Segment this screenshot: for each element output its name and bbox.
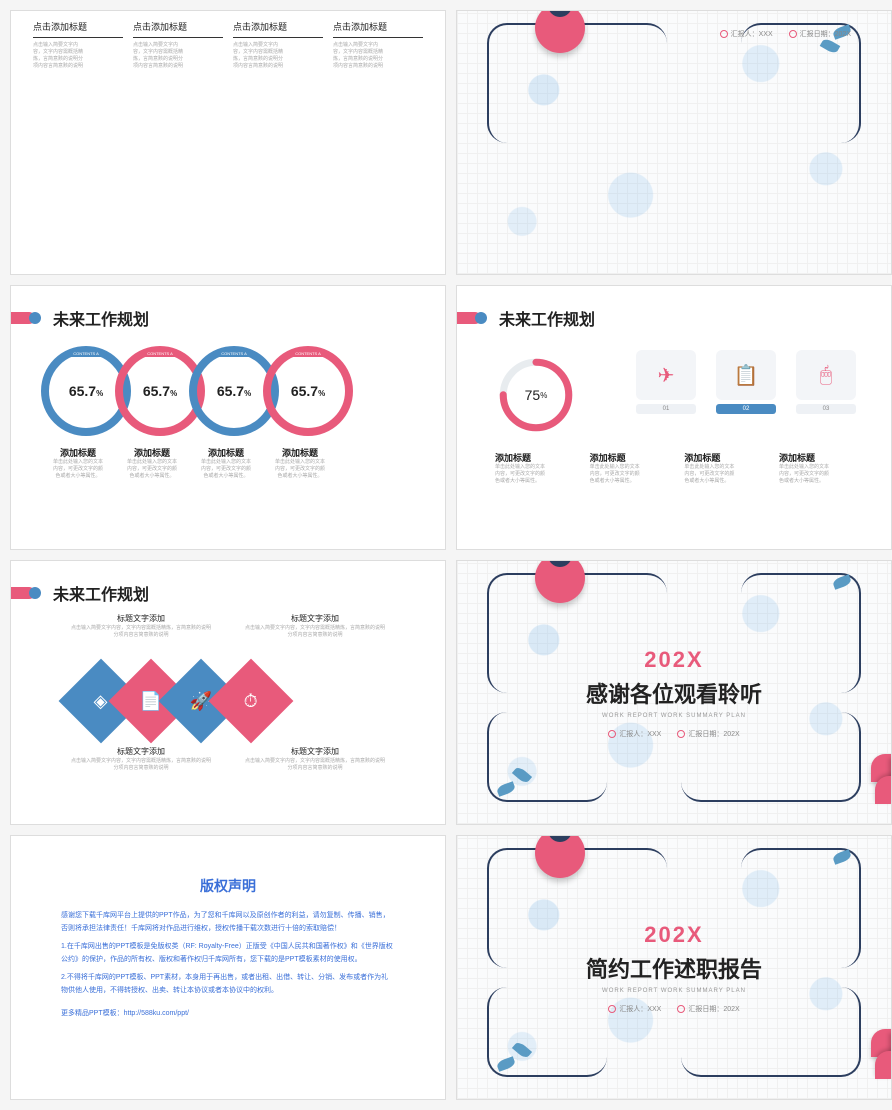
ring-label: 添加标题单击此处输入您的文本内容，可更改文字的颜色或者大小等属性。 [263, 446, 337, 480]
clipboard-icon: 📋 [716, 350, 776, 400]
slide-copyright: 版权声明 感谢您下载千库网平台上提供的PPT作品，为了您和千库网以及原创作者的利… [10, 835, 446, 1100]
ring-label: 添加标题单击此处输入您的文本内容，可更改文字的颜色或者大小等属性。 [115, 446, 189, 480]
plane-icon: ✈ [636, 350, 696, 400]
main-title: 简约工作述职报告 [457, 952, 891, 984]
year-text: 202X [457, 647, 891, 673]
subtitle: WORK REPORT WORK SUMMARY PLAN [457, 988, 891, 994]
subtitle: WORK REPORT WORK SUMMARY PLAN [457, 713, 891, 719]
col-desc: 点击输入简要文字内容，文字内容需概括精炼，言简意赅的说明分项内容言简意赅的说明 [333, 42, 423, 70]
section-title: 未来工作规划 [499, 306, 595, 330]
ring: CONTENTS A65.7% [263, 346, 353, 436]
user-icon [608, 730, 616, 738]
slide-thanks: 202X 感谢各位观看聆听 WORK REPORT WORK SUMMARY P… [456, 560, 892, 825]
col-title: 点击添加标题 [133, 22, 187, 32]
copyright-para: 1.在千库网出售的PPT模板是免版权类（RF: Royalty-Free）正版受… [61, 941, 395, 966]
col-title: 点击添加标题 [333, 22, 387, 32]
calendar-icon [789, 30, 797, 38]
slide-rings: 未来工作规划 CONTENTS A65.7% CONTENTS A65.7% C… [10, 285, 446, 550]
year-text: 202X [457, 922, 891, 948]
icon-card: ✈01 [631, 350, 701, 414]
card-label: 添加标题单击此处输入您的文本内容，可更改文字的颜色或者大小等属性。 [779, 451, 861, 485]
col-title: 点击添加标题 [233, 22, 287, 32]
gauge-chart: 75% [497, 356, 575, 434]
header-col: 点击添加标题 点击输入简要文字内容，文字内容需概括精炼，言简意赅的说明分项内容言… [33, 17, 123, 70]
user-icon [720, 30, 728, 38]
slide-headers: 点击添加标题 点击输入简要文字内容，文字内容需概括精炼，言简意赅的说明分项内容言… [10, 10, 446, 275]
meta-row: 汇报人：XXX 汇报日期：202X [457, 1004, 891, 1014]
slide-deco-top: 汇报人：XXX 汇报日期：202X [456, 10, 892, 275]
diamond-row: ◈ 📄 🚀 ⏱ [71, 671, 281, 731]
ring-label: 添加标题单击此处输入您的文本内容，可更改文字的颜色或者大小等属性。 [189, 446, 263, 480]
meta-row: 汇报人：XXX 汇报日期：202X [720, 29, 851, 39]
clock-icon: ⏱ [244, 690, 258, 711]
top-label: 标题文字添加点击输入简要文字内容，文字内容需概括精炼，言简意赅的说明分项内容言简… [71, 613, 211, 639]
section-title: 未来工作规划 [53, 306, 149, 330]
col-title: 点击添加标题 [33, 22, 87, 32]
card-label: 添加标题单击此处输入您的文本内容，可更改文字的颜色或者大小等属性。 [590, 451, 672, 485]
copyright-para: 感谢您下载千库网平台上提供的PPT作品，为了您和千库网以及原创作者的利益，请勿复… [61, 910, 395, 935]
calendar-icon [677, 1005, 685, 1013]
col-desc: 点击输入简要文字内容，文字内容需概括精炼，言简意赅的说明分项内容言简意赅的说明 [233, 42, 323, 70]
thanks-title: 感谢各位观看聆听 [457, 677, 891, 709]
icon-card: 📋02 [711, 350, 781, 414]
slide-gauge: 未来工作规划 75% ✈01 📋02 🖱03 添加标题单击此处输入您的文本内容，… [456, 285, 892, 550]
slide-title: 202X 简约工作述职报告 WORK REPORT WORK SUMMARY P… [456, 835, 892, 1100]
top-label: 标题文字添加点击输入简要文字内容，文字内容需概括精炼，言简意赅的说明分项内容言简… [245, 613, 385, 639]
ring-label: 添加标题单击此处输入您的文本内容，可更改文字的颜色或者大小等属性。 [41, 446, 115, 480]
copyright-title: 版权声明 [61, 876, 395, 896]
section-title: 未来工作规划 [53, 581, 149, 605]
col-desc: 点击输入简要文字内容，文字内容需概括精炼，言简意赅的说明分项内容言简意赅的说明 [33, 42, 123, 70]
header-col: 点击添加标题 点击输入简要文字内容，文字内容需概括精炼，言简意赅的说明分项内容言… [133, 17, 223, 70]
diamond-icon: ◈ [94, 691, 108, 712]
slide-grid: 点击添加标题 点击输入简要文字内容，文字内容需概括精炼，言简意赅的说明分项内容言… [10, 10, 882, 1100]
card-label: 添加标题单击此处输入您的文本内容，可更改文字的颜色或者大小等属性。 [495, 451, 577, 485]
card-label: 添加标题单击此处输入您的文本内容，可更改文字的颜色或者大小等属性。 [684, 451, 766, 485]
more-link[interactable]: 更多精品PPT模板：http://588ku.com/ppt/ [61, 1008, 395, 1021]
bottom-label: 标题文字添加点击输入简要文字内容，文字内容需概括精炼，言简意赅的说明分项内容言简… [245, 746, 385, 772]
bottom-label: 标题文字添加点击输入简要文字内容，文字内容需概括精炼，言简意赅的说明分项内容言简… [71, 746, 211, 772]
rings-row: CONTENTS A65.7% CONTENTS A65.7% CONTENTS… [41, 346, 353, 436]
copyright-para: 2.不得将千库网的PPT模板、PPT素材，本身用于再出售，或者出租、出借、转让、… [61, 972, 395, 997]
header-col: 点击添加标题 点击输入简要文字内容，文字内容需概括精炼，言简意赅的说明分项内容言… [333, 17, 423, 70]
col-desc: 点击输入简要文字内容，文字内容需概括精炼，言简意赅的说明分项内容言简意赅的说明 [133, 42, 223, 70]
slide-diamonds: 未来工作规划 标题文字添加点击输入简要文字内容，文字内容需概括精炼，言简意赅的说… [10, 560, 446, 825]
header-col: 点击添加标题 点击输入简要文字内容，文字内容需概括精炼，言简意赅的说明分项内容言… [233, 17, 323, 70]
diamond: ⏱ [209, 659, 294, 744]
calendar-icon [677, 730, 685, 738]
meta-row: 汇报人：XXX 汇报日期：202X [457, 729, 891, 739]
icon-card: 🖱03 [791, 350, 861, 414]
mouse-icon: 🖱 [796, 350, 856, 400]
user-icon [608, 1005, 616, 1013]
